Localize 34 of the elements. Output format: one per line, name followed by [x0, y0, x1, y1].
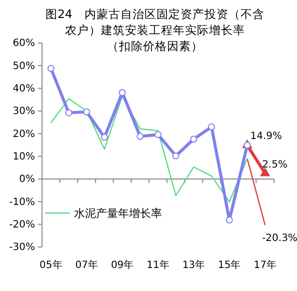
chart-subtitle: （扣除价格因素） [107, 39, 203, 53]
point [154, 131, 162, 138]
point [190, 136, 198, 143]
data-label: 2.5% [262, 159, 288, 170]
x-tick-label: 15年 [218, 259, 241, 271]
y-tick-label: -30% [9, 242, 35, 254]
y-tick-label: 20% [12, 128, 35, 140]
data-label: 14.9% [250, 131, 282, 142]
x-tick-label: 13年 [182, 259, 206, 271]
point [172, 152, 180, 160]
point [226, 216, 233, 224]
point [47, 64, 54, 72]
y-tick-label: 10% [12, 152, 35, 163]
point [100, 134, 108, 141]
chart-title: 图24 内蒙古自治区固定资产投资（不含农户）建筑安装工程年实际增长率 [46, 7, 264, 37]
y-tick-label: 40% [12, 84, 35, 95]
point [118, 89, 126, 96]
legend-label: 水泥产量年增长率 [74, 207, 162, 220]
x-tick-label: 05年 [40, 259, 62, 271]
y-tick-label: 30% [12, 106, 35, 118]
y-tick-label: 60% [12, 38, 35, 50]
point [65, 109, 72, 116]
y-tick-label: 50% [12, 60, 35, 72]
x-tick-label: 11年 [146, 259, 170, 271]
y-tick-label: -10% [9, 196, 35, 208]
y-tick-label: 0% [19, 174, 35, 186]
point [83, 108, 90, 116]
y-tick-label: -20% [9, 220, 35, 231]
point [136, 132, 144, 140]
data-label: -20.3% [262, 233, 297, 244]
x-tick-label: 09年 [110, 259, 134, 271]
x-tick-label: 17年 [254, 259, 276, 271]
point [208, 123, 216, 130]
x-tick-label: 07年 [75, 259, 98, 271]
